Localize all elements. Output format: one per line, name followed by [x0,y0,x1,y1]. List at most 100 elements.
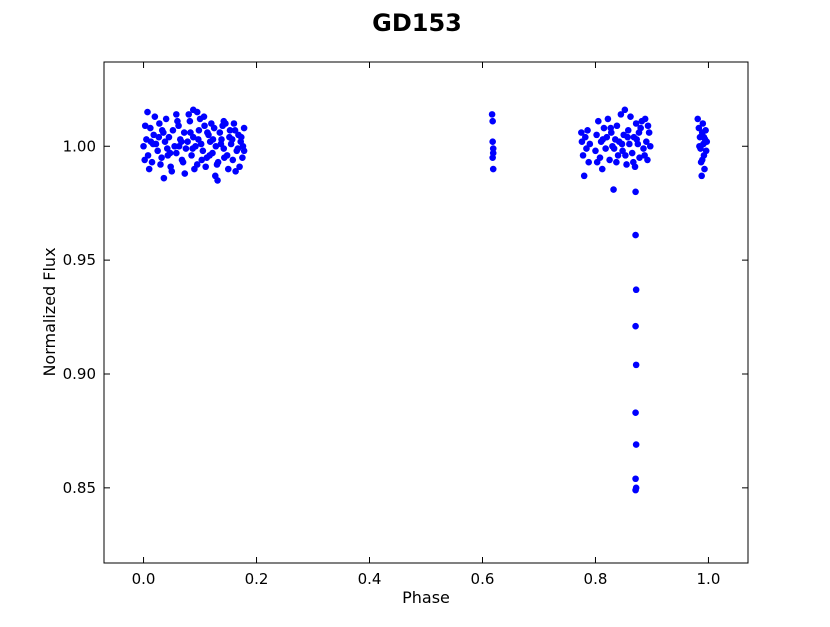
data-point [174,117,181,125]
data-point [208,120,215,127]
plot-frame [103,61,749,564]
data-point [240,124,248,132]
y-tick-label: 1.00 [63,137,96,155]
data-point [636,154,643,161]
data-point [156,120,163,127]
data-point [220,117,228,125]
data-point [583,145,590,152]
data-point [606,156,613,164]
data-point [175,142,183,150]
data-point [600,124,608,132]
data-point [610,145,618,152]
data-point [635,129,643,136]
data-point [489,145,497,152]
data-point [185,111,193,118]
data-point [154,147,161,155]
x-axis-label: Phase [402,588,450,607]
data-point [234,145,242,152]
data-point [622,152,629,159]
data-point [147,138,155,145]
data-point [585,158,592,166]
x-tick-label: 0.6 [471,570,495,588]
data-point [228,136,236,143]
data-point [226,127,234,134]
data-point [199,147,207,155]
data-point [489,138,496,145]
data-point [632,475,639,483]
data-point [229,156,237,164]
data-point [633,136,641,143]
data-point [489,165,497,173]
data-point [627,113,634,120]
data-point [217,140,225,148]
data-point [700,133,708,141]
y-tick-label: 0.95 [63,251,96,269]
data-point [212,142,220,150]
data-point [592,147,599,155]
data-point [214,177,221,184]
data-point [614,152,622,159]
data-point [239,154,246,161]
data-point [144,152,152,159]
data-point [204,129,211,136]
data-point [195,127,203,134]
data-point [236,163,243,171]
data-point [584,127,591,134]
data-point [230,120,238,127]
data-point [617,111,625,118]
data-point [586,140,594,148]
data-point [632,286,640,294]
data-point [148,158,156,166]
data-point [632,120,640,127]
data-point [201,122,208,130]
data-point [182,145,190,152]
data-point [646,142,654,150]
data-point [145,165,153,173]
data-point [239,142,247,150]
chart-title: GD153 [372,9,462,37]
data-point [186,117,194,125]
data-point [624,127,632,134]
data-point [604,115,612,123]
data-point [232,168,239,175]
axis-ticks: 0.0 0.2 0.4 0.6 0.8 1.0 0.85 0.90 0.95 1.00 [63,62,748,588]
data-point [630,158,637,166]
data-point [202,163,209,171]
data-point [607,124,615,132]
data-point [147,124,154,132]
data-point [168,168,176,175]
data-point [150,131,158,139]
data-point [173,149,180,157]
data-point [593,158,601,166]
data-point [618,140,626,148]
data-point [231,127,239,134]
data-point [610,186,617,193]
y-axis-label: Normalized Flux [40,247,59,376]
x-tick-label: 0.0 [132,570,156,588]
data-point [632,231,639,239]
data-point [221,154,228,161]
data-point [164,152,172,159]
data-point [191,165,198,173]
data-point [489,117,496,125]
data-point [173,111,180,118]
data-point [488,111,496,118]
data-point [593,131,600,139]
data-point [209,136,217,143]
data-point [628,149,636,157]
data-point [578,129,585,136]
data-point [695,124,703,132]
data-point [216,129,224,136]
data-point [621,106,629,114]
data-point [602,145,609,152]
data-point [158,154,165,161]
data-point [632,441,640,448]
data-point [162,115,170,123]
data-point [141,156,148,164]
data-point [696,142,703,150]
data-point [141,122,149,130]
data-point [179,158,187,166]
data-point [641,152,648,159]
data-point [599,136,607,143]
